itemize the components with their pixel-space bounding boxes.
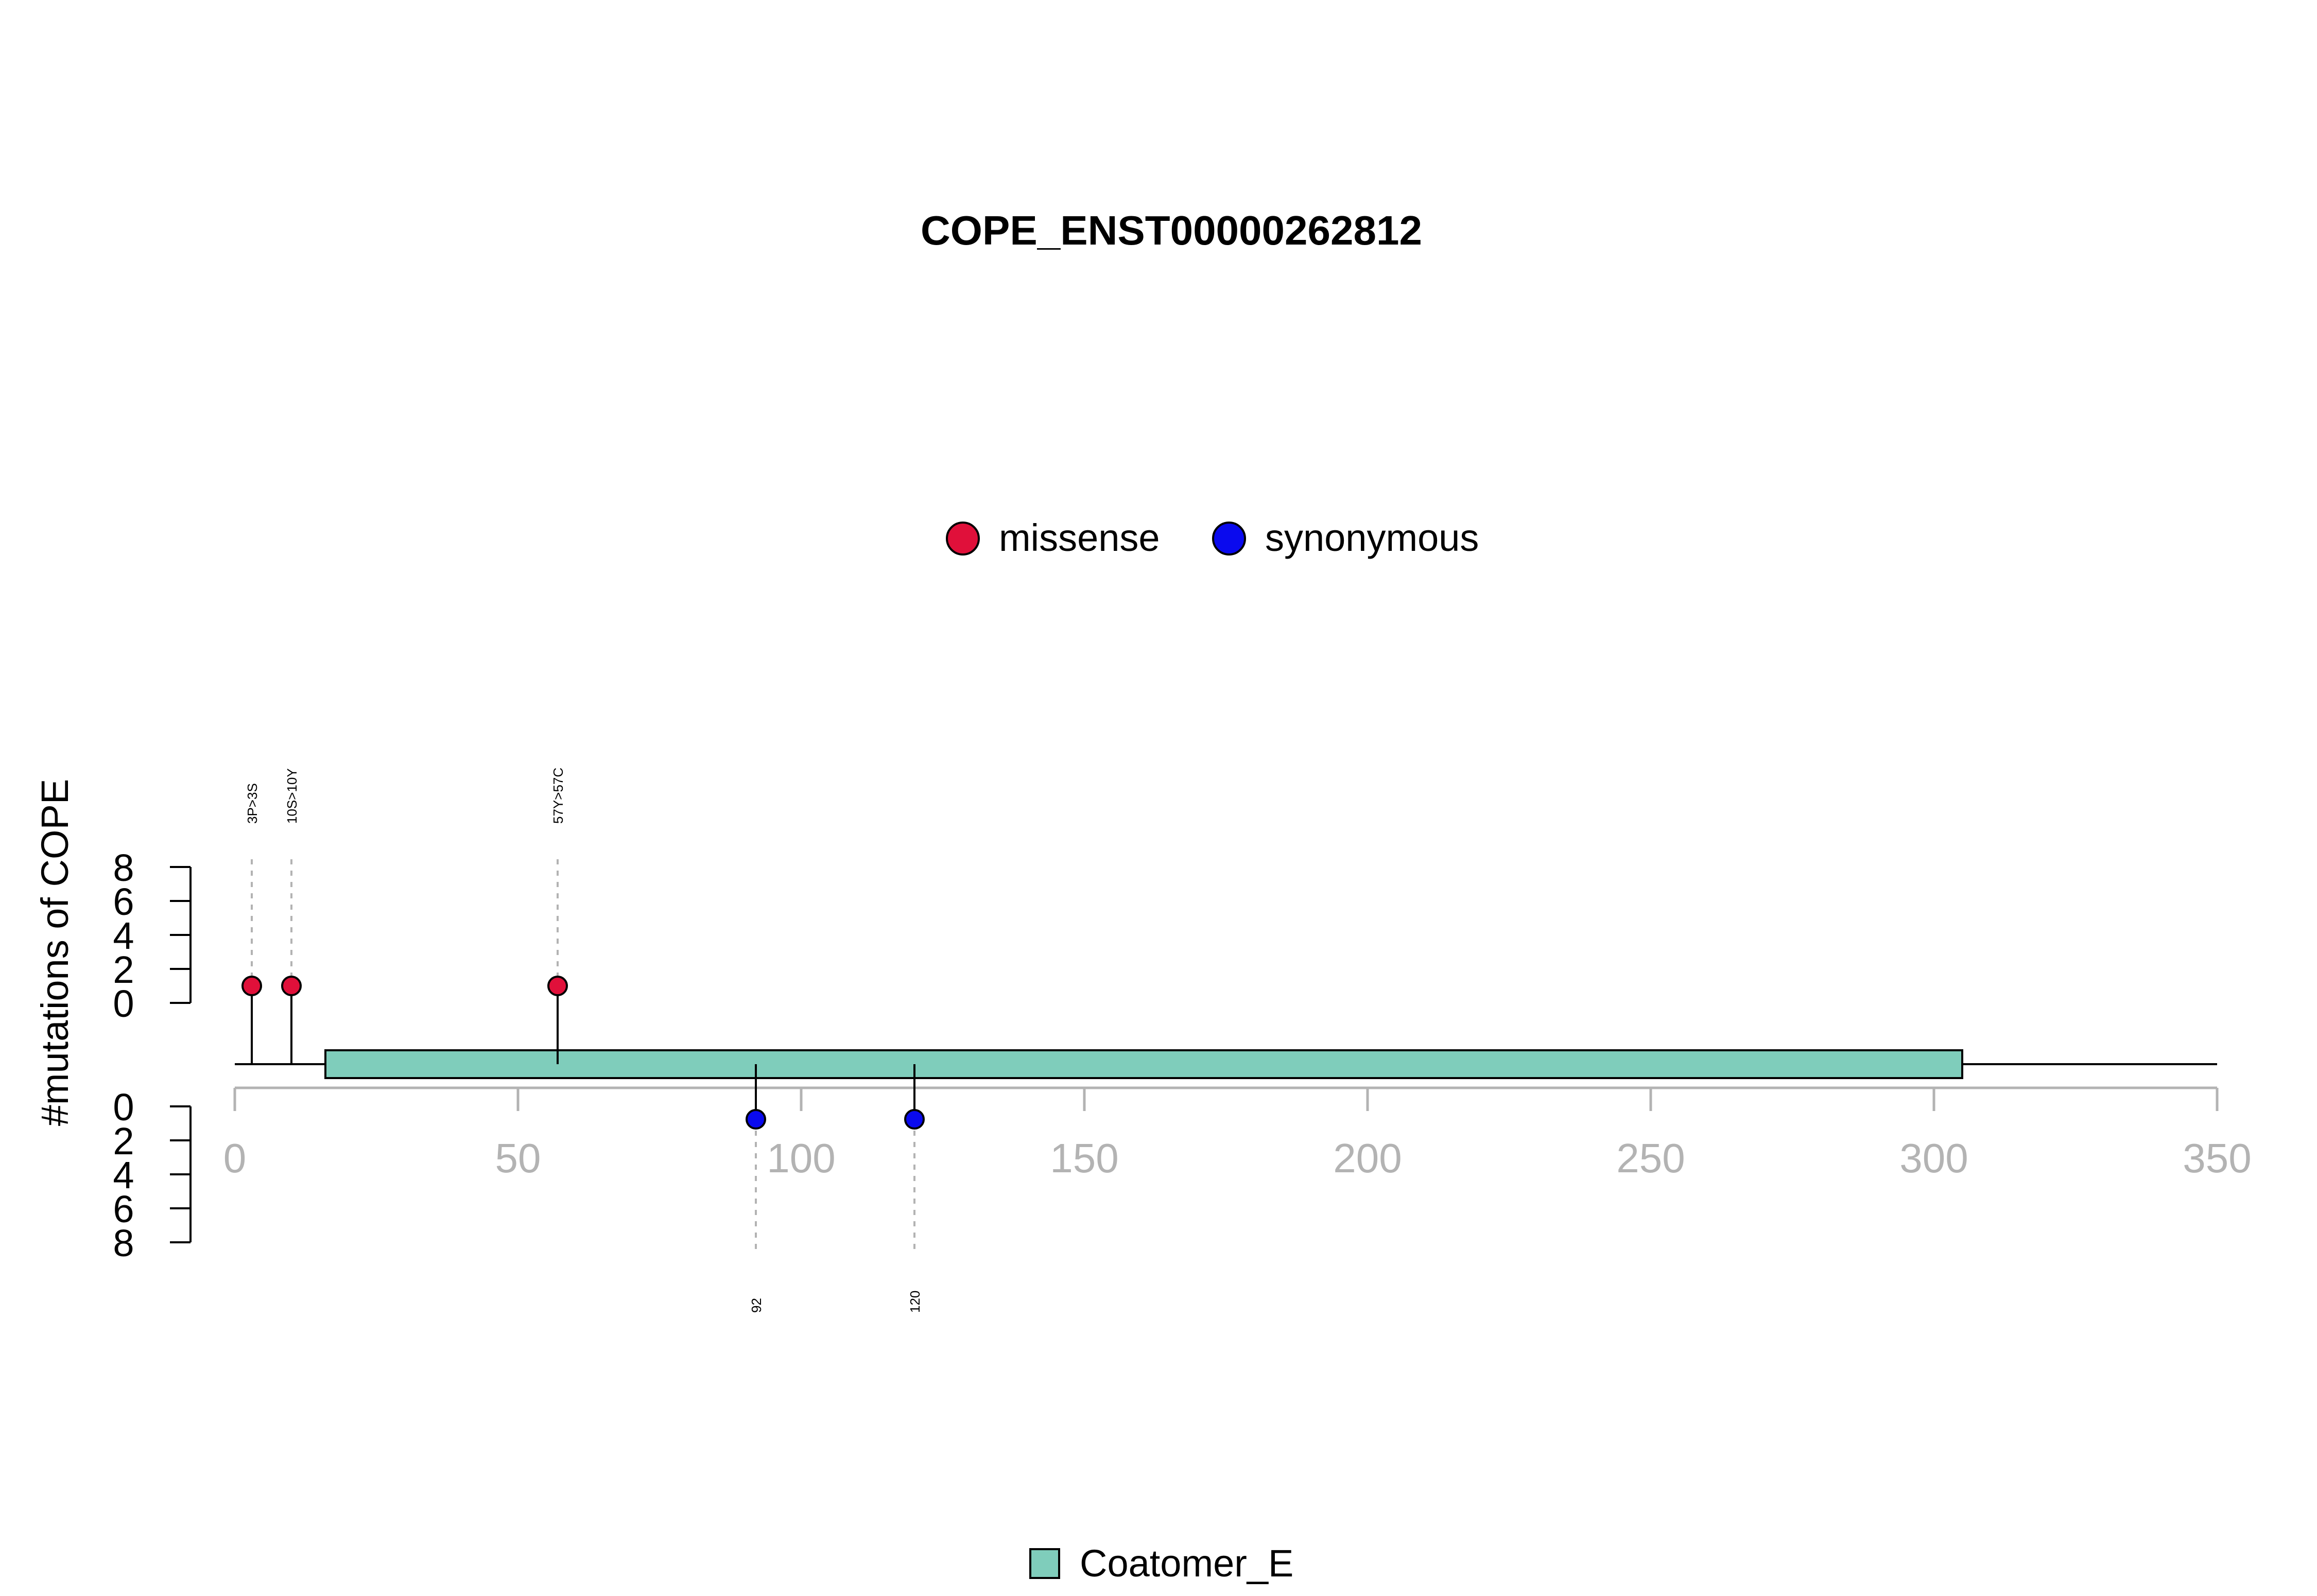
mutation-head: [281, 976, 302, 996]
lower-y-tick-label: 6: [113, 1188, 134, 1230]
mutation-head: [746, 1109, 766, 1130]
mutation-label: 57Y>57C: [550, 768, 566, 824]
lower-y-tick-label: 4: [113, 1154, 134, 1196]
mutation-head: [241, 976, 262, 996]
domain-legend-swatch: [1029, 1548, 1060, 1579]
synonymous-legend-dot: [1212, 522, 1246, 556]
legend-item-missense: missense: [946, 516, 1160, 559]
y-axis-label: #mutations of COPE: [33, 779, 76, 1126]
mutation-top-3: 3P>3S: [241, 783, 262, 1064]
upper-y-tick-label: 0: [113, 982, 134, 1025]
x-tick-label: 350: [2183, 1135, 2251, 1181]
lollipops: 3P>3S 10S>10Y 57Y>57C 92 120: [241, 768, 925, 1313]
lower-y-tick-label: 0: [113, 1086, 134, 1129]
legend-label-synonymous: synonymous: [1265, 516, 1479, 559]
x-tick-label: 50: [495, 1135, 541, 1181]
mutation-head: [904, 1109, 925, 1130]
chart-title: COPE_ENST00000262812: [921, 207, 1422, 253]
protein-backbone: [235, 1049, 2217, 1079]
mutation-label: 120: [907, 1291, 923, 1313]
lower-y-tick-label: 2: [113, 1120, 134, 1163]
domain-box-coatomer-e: [324, 1049, 1963, 1079]
mutation-label: 92: [749, 1298, 764, 1313]
mutation-bottom-120: 120: [904, 1064, 925, 1313]
upper-y-tick-label: 2: [113, 948, 134, 991]
x-axis: 0 50 100 150 200 250 300 350: [223, 1086, 2252, 1181]
x-tick-label: 250: [1616, 1135, 1685, 1181]
mutation-label: 3P>3S: [245, 783, 260, 824]
x-tick-label: 0: [223, 1135, 247, 1181]
mutation-head: [547, 976, 568, 996]
domain-legend-label: Coatomer_E: [1080, 1542, 1293, 1585]
legend-label-missense: missense: [999, 516, 1160, 559]
lower-y-tick-label: 8: [113, 1222, 134, 1264]
x-tick-label: 300: [1899, 1135, 1968, 1181]
upper-y-tick-label: 8: [113, 846, 134, 889]
legend-item-synonymous: synonymous: [1212, 516, 1479, 559]
x-tick-label: 150: [1050, 1135, 1118, 1181]
x-tick-label: 100: [767, 1135, 835, 1181]
mutation-top-57: 57Y>57C: [547, 768, 568, 1064]
type-legend: missense synonymous: [946, 516, 1479, 559]
mutation-label: 10S>10Y: [284, 768, 300, 824]
mutation-top-10: 10S>10Y: [281, 768, 302, 1064]
missense-legend-dot: [946, 522, 980, 556]
domain-legend: Coatomer_E: [1029, 1542, 1293, 1585]
upper-y-tick-label: 4: [113, 914, 134, 957]
x-tick-label: 200: [1333, 1135, 1402, 1181]
mutation-bottom-92: 92: [746, 1064, 766, 1313]
upper-y-tick-label: 6: [113, 880, 134, 923]
